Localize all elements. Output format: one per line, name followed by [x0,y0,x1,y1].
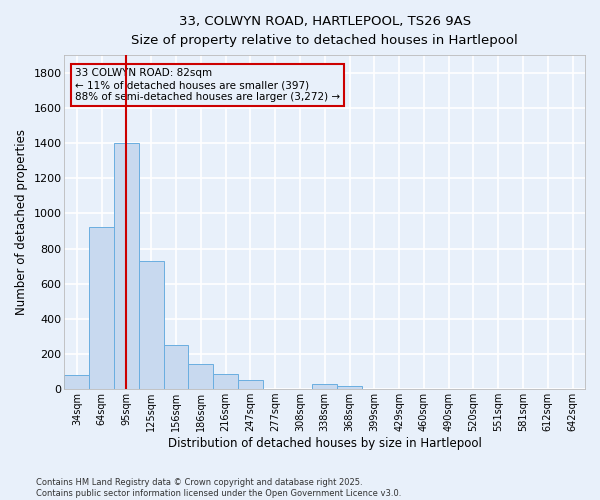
Bar [213,374,238,389]
Text: 33 COLWYN ROAD: 82sqm
← 11% of detached houses are smaller (397)
88% of semi-det: 33 COLWYN ROAD: 82sqm ← 11% of detached … [75,68,340,102]
Bar [337,386,362,389]
Bar [313,384,337,389]
Bar [238,380,263,389]
Bar [164,345,188,389]
X-axis label: Distribution of detached houses by size in Hartlepool: Distribution of detached houses by size … [168,437,482,450]
Text: Contains HM Land Registry data © Crown copyright and database right 2025.
Contai: Contains HM Land Registry data © Crown c… [36,478,401,498]
Bar [114,143,139,389]
Bar [188,364,213,389]
Bar [89,228,114,389]
Bar [64,375,89,389]
Y-axis label: Number of detached properties: Number of detached properties [15,129,28,315]
Bar [139,261,164,389]
Title: 33, COLWYN ROAD, HARTLEPOOL, TS26 9AS
Size of property relative to detached hous: 33, COLWYN ROAD, HARTLEPOOL, TS26 9AS Si… [131,15,518,47]
